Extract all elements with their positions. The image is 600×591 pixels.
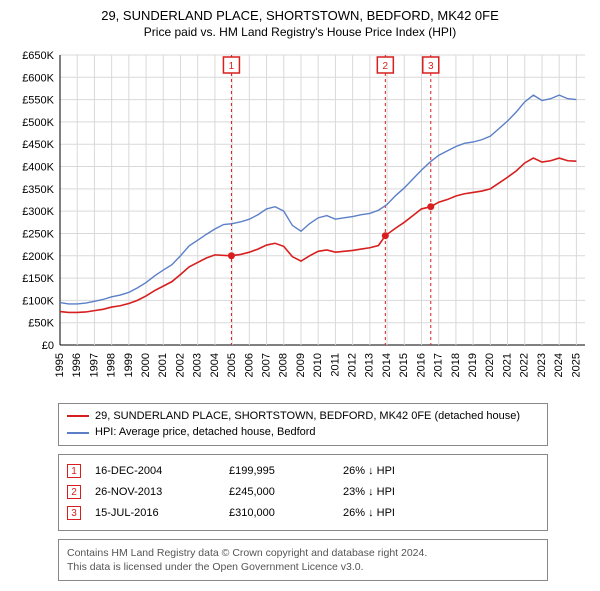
svg-text:£200K: £200K [22, 251, 54, 263]
svg-text:2011: 2011 [329, 353, 341, 377]
svg-text:1999: 1999 [123, 353, 135, 377]
svg-text:£300K: £300K [22, 206, 54, 218]
svg-text:2: 2 [383, 61, 389, 72]
sale-price: £199,995 [229, 461, 329, 482]
svg-text:2021: 2021 [501, 353, 513, 377]
svg-text:2002: 2002 [174, 353, 186, 377]
attribution-line-1: Contains HM Land Registry data © Crown c… [67, 546, 539, 560]
svg-text:2003: 2003 [192, 353, 204, 377]
legend-row: 29, SUNDERLAND PLACE, SHORTSTOWN, BEDFOR… [67, 408, 539, 425]
sale-hpi-diff: 26% ↓ HPI [343, 503, 463, 524]
svg-text:£450K: £450K [22, 139, 54, 151]
svg-text:2012: 2012 [347, 353, 359, 377]
svg-text:£350K: £350K [22, 184, 54, 196]
svg-text:2015: 2015 [398, 353, 410, 377]
sale-hpi-diff: 23% ↓ HPI [343, 482, 463, 503]
svg-text:2025: 2025 [570, 353, 582, 377]
sales-markers-box: 1 16-DEC-2004 £199,995 26% ↓ HPI 2 26-NOV-201… [58, 454, 548, 531]
svg-text:2024: 2024 [553, 353, 565, 377]
sale-marker-row: 3 15-JUL-2016 £310,000 26% ↓ HPI [67, 503, 539, 524]
svg-text:2001: 2001 [157, 353, 169, 377]
chart-subtitle: Price paid vs. HM Land Registry's House … [10, 25, 590, 39]
svg-text:2007: 2007 [260, 353, 272, 377]
chart-container: 29, SUNDERLAND PLACE, SHORTSTOWN, BEDFOR… [0, 0, 600, 591]
svg-text:2000: 2000 [140, 353, 152, 377]
svg-text:2009: 2009 [295, 353, 307, 377]
chart-plot-area: £0 £50K £100K £150K £200K £250K £300K £350K £400… [10, 45, 590, 395]
svg-text:2013: 2013 [364, 353, 376, 377]
svg-text:3: 3 [428, 61, 434, 72]
svg-text:£100K: £100K [22, 295, 54, 307]
sale-marker-badge: 3 [67, 506, 81, 520]
svg-text:1996: 1996 [71, 353, 83, 377]
svg-text:2008: 2008 [278, 353, 290, 377]
svg-text:2005: 2005 [226, 353, 238, 377]
legend-swatch [67, 415, 89, 417]
svg-text:2017: 2017 [433, 353, 445, 377]
chart-title: 29, SUNDERLAND PLACE, SHORTSTOWN, BEDFOR… [10, 8, 590, 25]
sale-marker-row: 1 16-DEC-2004 £199,995 26% ↓ HPI [67, 461, 539, 482]
legend-swatch [67, 432, 89, 434]
svg-text:2004: 2004 [209, 353, 221, 377]
svg-text:£600K: £600K [22, 72, 54, 84]
svg-text:£650K: £650K [22, 50, 54, 62]
svg-text:2020: 2020 [484, 353, 496, 377]
svg-text:2010: 2010 [312, 353, 324, 377]
svg-text:2014: 2014 [381, 353, 393, 377]
svg-text:£150K: £150K [22, 273, 54, 285]
legend-row: HPI: Average price, detached house, Bedf… [67, 424, 539, 441]
sale-hpi-diff: 26% ↓ HPI [343, 461, 463, 482]
svg-text:2023: 2023 [536, 353, 548, 377]
line-chart-svg: £0 £50K £100K £150K £200K £250K £300K £350K £400… [10, 45, 590, 395]
svg-text:2006: 2006 [243, 353, 255, 377]
legend-label: 29, SUNDERLAND PLACE, SHORTSTOWN, BEDFOR… [95, 408, 520, 425]
sale-marker-badge: 2 [67, 485, 81, 499]
svg-text:£400K: £400K [22, 161, 54, 173]
svg-text:2022: 2022 [519, 353, 531, 377]
sale-date: 15-JUL-2016 [95, 503, 215, 524]
svg-text:2018: 2018 [450, 353, 462, 377]
svg-text:2019: 2019 [467, 353, 479, 377]
sale-marker-row: 2 26-NOV-2013 £245,000 23% ↓ HPI [67, 482, 539, 503]
svg-text:2016: 2016 [415, 353, 427, 377]
sale-price: £245,000 [229, 482, 329, 503]
svg-text:1998: 1998 [106, 353, 118, 377]
attribution-box: Contains HM Land Registry data © Crown c… [58, 539, 548, 581]
svg-text:£0: £0 [42, 340, 54, 352]
svg-text:1995: 1995 [54, 353, 66, 377]
sale-marker-badge: 1 [67, 464, 81, 478]
legend-label: HPI: Average price, detached house, Bedf… [95, 424, 316, 441]
legend-box: 29, SUNDERLAND PLACE, SHORTSTOWN, BEDFOR… [58, 403, 548, 446]
sale-price: £310,000 [229, 503, 329, 524]
svg-text:£250K: £250K [22, 228, 54, 240]
attribution-line-2: This data is licensed under the Open Gov… [67, 560, 539, 574]
sale-date: 16-DEC-2004 [95, 461, 215, 482]
sale-date: 26-NOV-2013 [95, 482, 215, 503]
svg-text:£50K: £50K [28, 318, 54, 330]
svg-text:1997: 1997 [88, 353, 100, 377]
svg-text:1: 1 [229, 61, 235, 72]
svg-text:£550K: £550K [22, 95, 54, 107]
svg-text:£500K: £500K [22, 117, 54, 129]
